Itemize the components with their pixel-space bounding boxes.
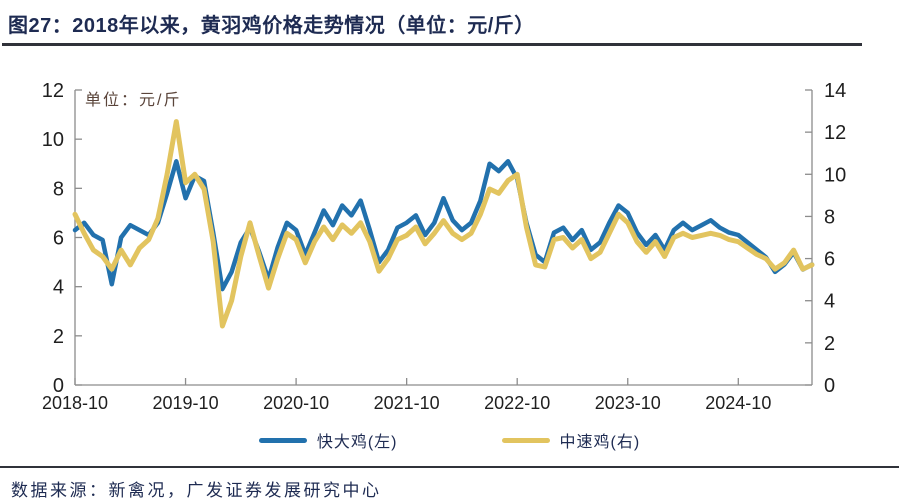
svg-text:14: 14 [824, 80, 846, 102]
svg-text:2019-10: 2019-10 [153, 393, 219, 413]
svg-text:0: 0 [824, 375, 835, 397]
yellow-line-swatch [501, 437, 550, 443]
axis-unit-label: 单位：元/斤 [85, 92, 182, 109]
source-divider [0, 466, 899, 468]
svg-text:2: 2 [824, 333, 835, 355]
svg-text:4: 4 [53, 277, 64, 299]
svg-text:12: 12 [42, 80, 64, 102]
chart-legend: 快大鸡(左) 中速鸡(右) [0, 428, 899, 452]
svg-text:2: 2 [53, 326, 64, 348]
title-divider [2, 43, 862, 46]
svg-text:2023-10: 2023-10 [595, 393, 661, 413]
legend-item-fast-chicken: 快大鸡(左) [258, 428, 398, 452]
legend-label: 快大鸡(左) [316, 434, 398, 451]
svg-text:2024-10: 2024-10 [705, 393, 771, 413]
data-source-note: 数据来源：新禽况，广发证券发展研究中心 [11, 481, 382, 500]
blue-line-swatch [258, 437, 307, 443]
legend-item-medium-chicken: 中速鸡(右) [501, 428, 641, 452]
svg-text:10: 10 [42, 129, 64, 151]
figure-title: 图27：2018年以来，黄羽鸡价格走势情况（单位：元/斤） [8, 15, 535, 37]
svg-text:10: 10 [824, 164, 846, 186]
svg-text:4: 4 [824, 291, 835, 313]
svg-text:2021-10: 2021-10 [374, 393, 440, 413]
svg-text:2018-10: 2018-10 [42, 393, 108, 413]
svg-text:6: 6 [824, 249, 835, 271]
svg-text:6: 6 [53, 228, 64, 250]
series-line-medium-chicken [72, 119, 815, 329]
axes: 0 2 4 6 8 10 12 0 2 4 6 8 10 12 14 2018-10 2019-10 2020-1… [42, 80, 847, 413]
svg-text:2020-10: 2020-10 [263, 393, 329, 413]
svg-text:0: 0 [53, 375, 64, 397]
svg-text:8: 8 [53, 178, 64, 200]
svg-text:8: 8 [824, 206, 835, 228]
legend-label: 中速鸡(右) [559, 434, 641, 451]
svg-text:12: 12 [824, 122, 846, 144]
svg-text:2022-10: 2022-10 [484, 393, 550, 413]
